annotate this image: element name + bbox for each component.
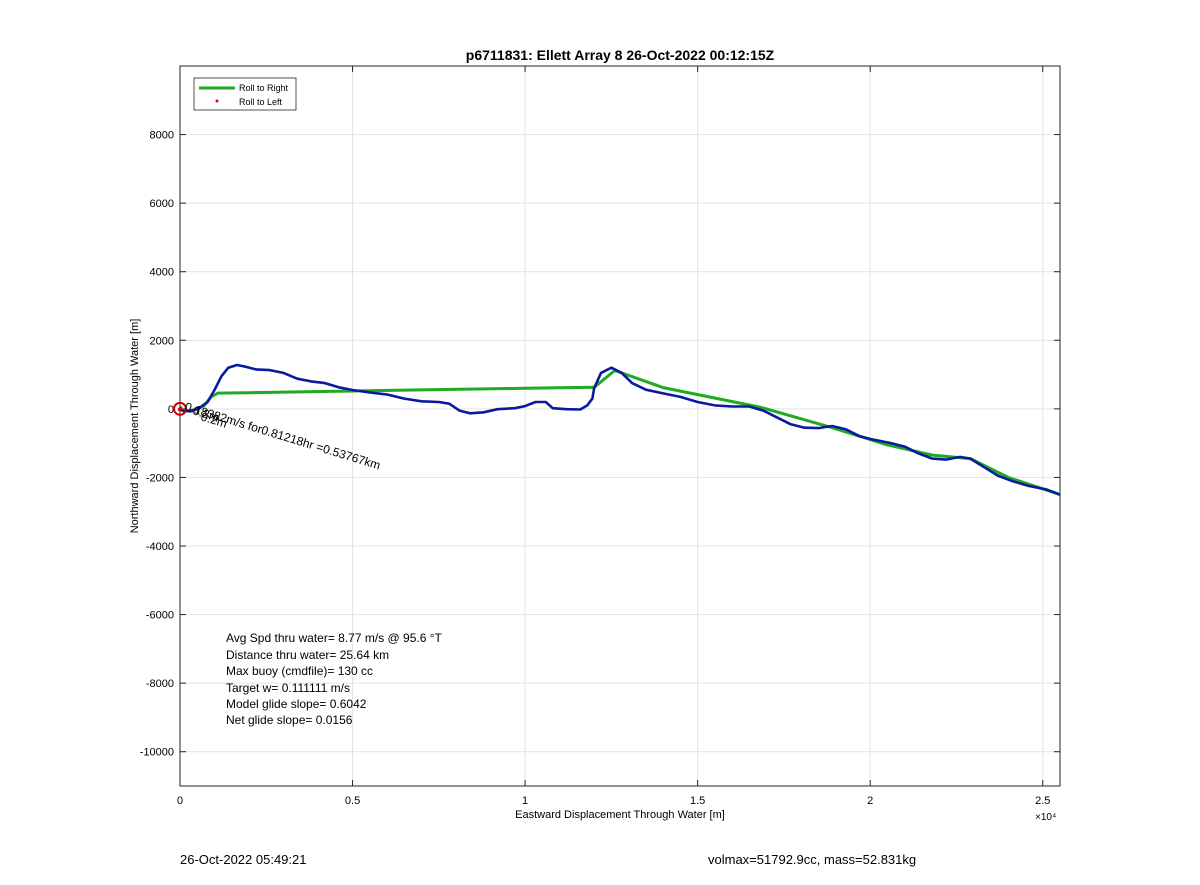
- y-tick-label: 8000: [150, 130, 174, 142]
- x-tick-label: 1.5: [690, 795, 705, 807]
- grid-lines: [179, 66, 1060, 786]
- summary-line: Avg Spd thru water= 8.77 m/s @ 95.6 °T: [226, 631, 443, 645]
- legend-label-roll-left: Roll to Left: [239, 97, 283, 107]
- legend: Roll to Right Roll to Left: [193, 77, 297, 111]
- y-tick-label: -6000: [146, 610, 174, 622]
- y-tick-label: -10000: [140, 747, 174, 759]
- y-tick-label: -2000: [146, 472, 174, 484]
- x-axis-label: Eastward Displacement Through Water [m]: [515, 809, 725, 821]
- y-tick-label: -4000: [146, 541, 174, 553]
- x-tick-label: 2.5: [1035, 795, 1050, 807]
- summary-line: Target w= 0.111111 m/s: [226, 681, 350, 695]
- markers: [173, 401, 187, 416]
- y-tick-label: 6000: [150, 198, 174, 210]
- x-axis-exponent: ×10⁴: [1035, 812, 1056, 823]
- footer-date: 26-Oct-2022 05:49:21: [180, 852, 307, 867]
- start-marker: [173, 401, 187, 416]
- series-lines: [179, 363, 1061, 497]
- y-tick-label: 4000: [150, 267, 174, 279]
- summary-line: Distance thru water= 25.64 km: [226, 648, 389, 662]
- footer-mass-info: volmax=51792.9cc, mass=52.831kg: [708, 852, 917, 867]
- x-tick-label: 0: [177, 795, 183, 807]
- plot-frame: [179, 65, 1061, 787]
- x-tick-label: 2: [867, 795, 873, 807]
- y-tick-label: -8000: [146, 678, 174, 690]
- legend-swatch-roll-left: [215, 99, 219, 103]
- y-tick-label: 0: [168, 404, 174, 416]
- chart-title: p6711831: Ellett Array 8 26-Oct-2022 00:…: [466, 47, 775, 63]
- legend-box: [193, 77, 297, 111]
- roll-to-left-point: [177, 407, 181, 412]
- summary-line: Max buoy (cmdfile)= 130 cc: [226, 664, 373, 678]
- summary-line: Net glide slope= 0.0156: [226, 713, 353, 727]
- summary-line: Model glide slope= 0.6042: [226, 697, 367, 711]
- glider-displacement-chart: p6711831: Ellett Array 8 26-Oct-2022 00:…: [129, 47, 1061, 823]
- y-axis-label: Northward Displacement Through Water [m]: [129, 319, 141, 534]
- x-tick-label: 1: [522, 795, 528, 807]
- axis-ticks: 0 0.5 1 1.5 2 2.5 8000 6000 4000 2000 0 -2000 -4000 -…: [140, 66, 1060, 807]
- summary-stats: Avg Spd thru water= 8.77 m/s @ 95.6 °T D…: [226, 631, 443, 727]
- y-tick-label: 2000: [150, 335, 174, 347]
- dive-track-line: [179, 363, 1061, 496]
- x-tick-label: 0.5: [345, 795, 360, 807]
- legend-label-roll-right: Roll to Right: [239, 83, 289, 93]
